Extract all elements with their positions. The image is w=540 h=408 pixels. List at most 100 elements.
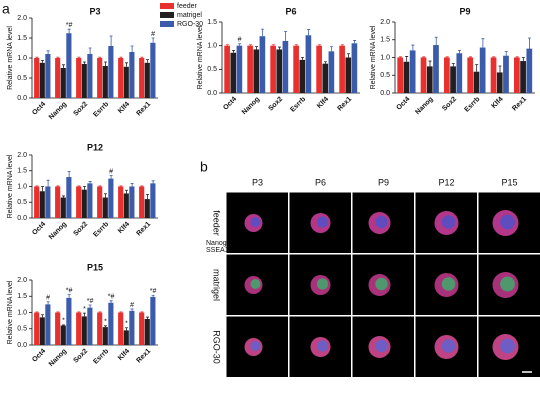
error-bar: [347, 54, 350, 58]
bar: [150, 43, 155, 98]
y-tick-label: 0.0: [207, 90, 217, 97]
error-bar: [353, 40, 356, 43]
y-axis-label: Relative mRNA level: [7, 280, 14, 344]
error-bar: [475, 65, 478, 72]
error-bar: [399, 57, 402, 58]
error-bar: [422, 57, 425, 58]
error-bar: [98, 186, 101, 187]
bar: [322, 64, 328, 93]
colony-nuclei: [375, 340, 387, 352]
bar: [82, 64, 87, 98]
error-bar: [458, 50, 461, 53]
y-tick-label: 0.0: [17, 215, 27, 222]
y-tick-label: 1.0: [17, 55, 27, 62]
bar: [306, 35, 312, 93]
bar: [97, 58, 102, 98]
bar: [514, 58, 520, 94]
error-bar: [411, 45, 414, 50]
error-bar: [446, 57, 449, 58]
error-bar: [238, 44, 241, 46]
error-bar: [131, 309, 134, 311]
bar: [97, 313, 102, 346]
x-tick-label: Nanog: [414, 96, 434, 116]
bar: [45, 54, 50, 98]
bar: [444, 58, 450, 94]
x-tick-label: Rex1: [135, 221, 152, 238]
bar: [40, 317, 45, 345]
bar: [139, 313, 144, 346]
bar: [129, 187, 134, 219]
error-bar: [152, 181, 155, 184]
bar: [76, 58, 81, 98]
bar: [427, 66, 433, 93]
y-axis-label: Relative mRNA level: [7, 26, 14, 90]
bar: [129, 311, 134, 345]
error-bar: [429, 61, 432, 66]
significance-marker: *#: [66, 22, 73, 29]
legend-swatch: [160, 3, 174, 9]
error-bar: [272, 45, 275, 46]
error-bar: [62, 325, 65, 326]
bar: [61, 68, 66, 98]
error-bar: [62, 65, 65, 68]
x-tick-label: Nanog: [241, 96, 261, 116]
x-tick-label: Oct4: [31, 348, 47, 364]
error-bar: [522, 58, 525, 62]
error-bar: [41, 187, 44, 192]
error-bar: [492, 57, 495, 58]
error-bar: [131, 46, 134, 52]
x-tick-label: Rex1: [511, 96, 528, 113]
colony-nuclei: [375, 278, 387, 290]
bar: [76, 187, 81, 219]
bar: [293, 46, 299, 93]
bar: [34, 313, 39, 346]
y-tick-label: 2.0: [17, 277, 27, 284]
colony-nuclei: [317, 216, 328, 227]
x-tick-label: Nanog: [48, 348, 68, 368]
bar: [108, 46, 113, 98]
bar: [345, 58, 351, 94]
error-bar: [140, 57, 143, 58]
x-tick-label: Esrrb: [289, 96, 307, 114]
error-bar: [125, 328, 128, 331]
error-bar: [41, 315, 44, 318]
error-bar: [47, 302, 50, 305]
bar: [145, 319, 150, 345]
bar: [260, 36, 266, 93]
bar: [103, 198, 108, 218]
bar: [224, 46, 230, 93]
x-tick-label: Esrrb: [463, 96, 481, 114]
error-bar: [47, 51, 50, 54]
y-tick-label: 1.0: [17, 309, 27, 316]
x-tick-label: Esrrb: [92, 221, 110, 239]
colony-nuclei: [251, 341, 261, 351]
bar: [61, 326, 66, 346]
y-tick-label: 0.5: [17, 199, 27, 206]
bar: [45, 304, 50, 345]
error-bar: [56, 186, 59, 187]
bar: [450, 66, 456, 93]
bar: [87, 183, 92, 218]
bar: [503, 56, 509, 93]
error-bar: [110, 36, 113, 46]
bar: [253, 49, 259, 93]
error-bar: [104, 62, 107, 66]
chart-title: P3: [89, 6, 100, 16]
x-tick-label: Esrrb: [92, 101, 110, 119]
y-tick-label: 1.5: [17, 168, 27, 175]
y-tick-label: 0.0: [17, 342, 27, 349]
y-tick-label: 0.5: [17, 326, 27, 333]
bar: [55, 58, 60, 98]
y-tick-label: 2.0: [17, 15, 27, 22]
legend-label: feeder: [177, 3, 198, 10]
y-tick-label: 1.5: [17, 35, 27, 42]
error-bar: [68, 29, 71, 33]
y-tick-label: 1.0: [207, 43, 217, 50]
x-tick-label: Sox2: [72, 101, 89, 118]
bar: [40, 63, 45, 98]
y-axis-label: Relative mRNA level: [197, 25, 204, 89]
bar: [118, 58, 123, 98]
x-tick-label: Sox2: [72, 221, 89, 238]
significance-marker: #: [151, 31, 155, 38]
x-tick-label: Sox2: [267, 96, 284, 113]
